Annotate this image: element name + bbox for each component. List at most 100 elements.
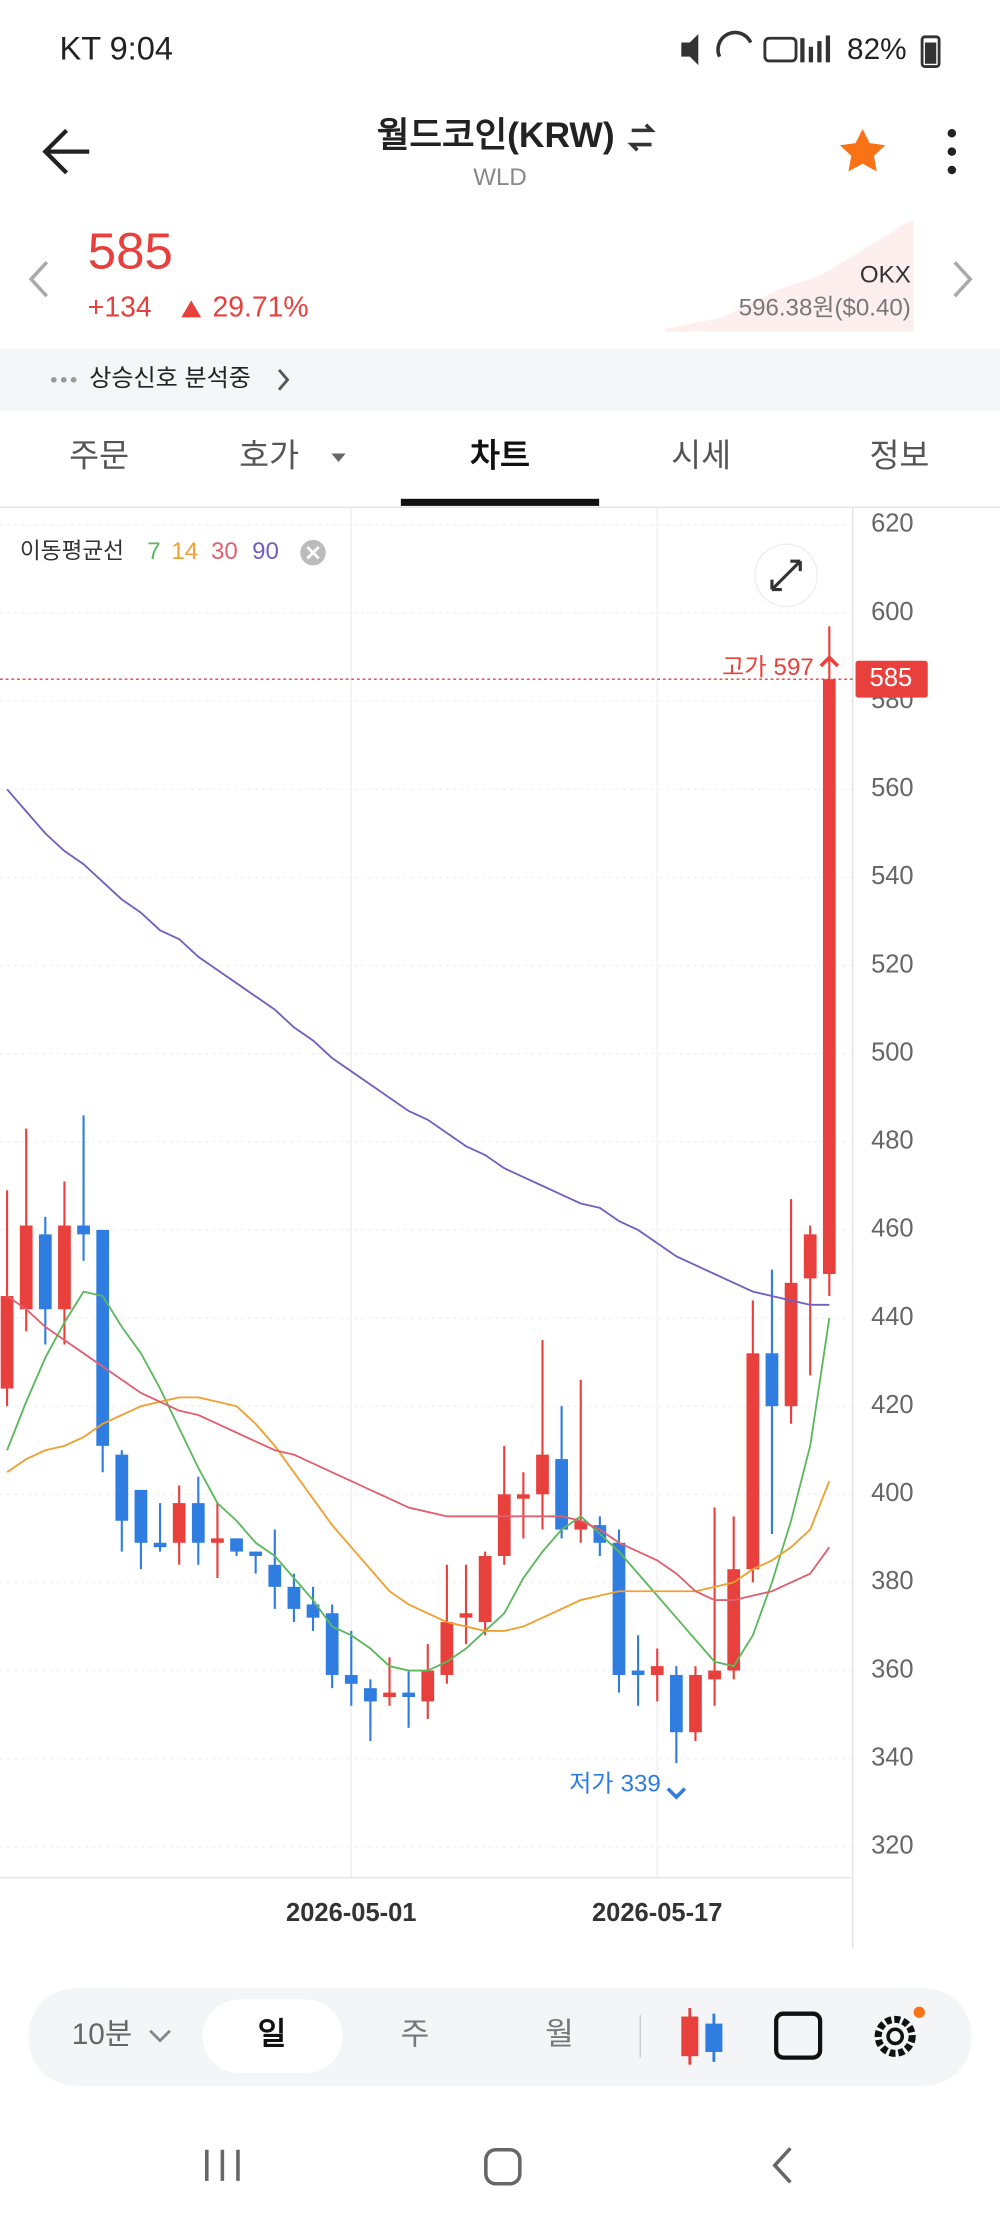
annotation-value: 597 [774,654,814,681]
annotation-arrow [666,1787,687,1800]
nav-recent[interactable] [205,2149,240,2181]
legend-close[interactable] [300,539,326,566]
signal-bar[interactable] [0,348,1000,411]
annotation-value: 339 [621,1771,661,1798]
candle-body [249,1551,263,1556]
candle-body [230,1538,243,1552]
candle-body [383,1692,396,1697]
prev-coin[interactable] [28,260,49,298]
period-tab[interactable]: 주 [401,2017,430,2052]
annotation-label: 고가 [722,654,766,681]
dropdown-icon [331,453,346,462]
period-tab[interactable]: 월 [545,2017,574,2052]
interval-chevron [149,2029,171,2043]
swap-button[interactable] [627,123,656,152]
candle-body [746,1353,760,1570]
last-price-label: 585 [870,664,913,692]
exchange-price: 596.38원($0.40) [739,294,911,321]
x-tick-label: 2026-05-01 [286,1899,416,1927]
candle-body [172,1503,186,1543]
ma-line [6,1295,831,1601]
y-tick-label: 360 [871,1655,914,1683]
tab[interactable]: 차트 [470,437,530,473]
candle-body [574,1520,588,1530]
y-tick-label: 440 [871,1303,914,1331]
settings-button[interactable] [874,2006,925,2057]
candle-body [0,1296,14,1389]
sparkline [665,219,914,332]
chart: 320 340 360 380 400 420 440 460 480 500 520 540 560 5… [0,507,928,1949]
candle-body [440,1622,454,1675]
candle-body [211,1538,224,1543]
candle-body [38,1234,52,1310]
more-menu[interactable] [947,128,957,175]
toolbar [28,1988,972,2086]
candle-body [650,1666,664,1675]
signal-dots [50,376,77,383]
candle-body [822,679,836,1274]
drawing-button[interactable] [774,2011,823,2060]
y-tick-label: 540 [871,862,914,890]
change-rate: 29.71% [212,291,308,323]
candle-body [669,1674,683,1733]
candle-body [727,1569,741,1671]
interval-select[interactable]: 10분 [72,2018,132,2051]
nav-home[interactable] [484,2147,522,2186]
legend-entry: 14 [171,538,198,565]
period-selected-bg [202,1999,343,2074]
candle-body [96,1229,110,1446]
signal-chevron [277,368,290,391]
next-coin[interactable] [953,260,973,298]
ma-line [6,1290,831,1672]
candle-body [421,1670,435,1702]
status-time: KT 9:04 [59,31,172,67]
candle-body [268,1564,282,1587]
candle-body [364,1688,377,1702]
expand-button[interactable] [754,543,818,608]
price-change: +134 [88,291,152,323]
y-tick-label: 400 [871,1479,914,1507]
extreme-annotation: 고가 597 [722,654,814,681]
extreme-annotation: 저가 339 [569,1771,661,1798]
period-tab[interactable]: 일 [258,2017,287,2052]
candle-body [58,1225,71,1310]
annotation-label: 저가 [569,1771,613,1798]
candle-body [689,1674,702,1733]
back-button[interactable] [42,128,90,175]
tab[interactable]: 정보 [869,437,929,473]
candle-body [153,1542,167,1548]
tab[interactable]: 시세 [671,437,731,473]
y-tick-label: 380 [871,1567,914,1595]
candle-body [516,1494,530,1499]
candle-body [459,1613,473,1618]
candle-body [478,1555,492,1623]
favorite-star[interactable] [839,128,886,172]
nav-back[interactable] [772,2147,792,2184]
tab[interactable]: 호가 [239,437,299,473]
candle-body [803,1234,817,1279]
y-tick-label: 620 [871,510,914,538]
candle-body [287,1586,301,1609]
y-tick-label: 420 [871,1391,914,1419]
candle-body [497,1494,511,1556]
x-tick-label: 2026-05-17 [592,1899,722,1927]
candle-body [536,1454,549,1495]
battery-level: 82% [847,33,907,66]
legend-entry: 7 [147,538,160,565]
y-tick-label: 600 [871,598,914,626]
candle-body [708,1670,721,1680]
candle-body [115,1454,129,1521]
y-tick-label: 560 [871,774,914,802]
candle-body [134,1489,148,1543]
y-tick-label: 520 [871,950,914,978]
ma-line [6,1396,831,1632]
y-tick-label: 340 [871,1743,914,1771]
candle-body [77,1225,90,1235]
legend-entry: 30 [211,538,238,565]
chart-type-button[interactable] [681,2008,723,2065]
tab[interactable]: 주문 [69,437,129,473]
signal-text: 상승신호 분석중 [89,365,251,392]
